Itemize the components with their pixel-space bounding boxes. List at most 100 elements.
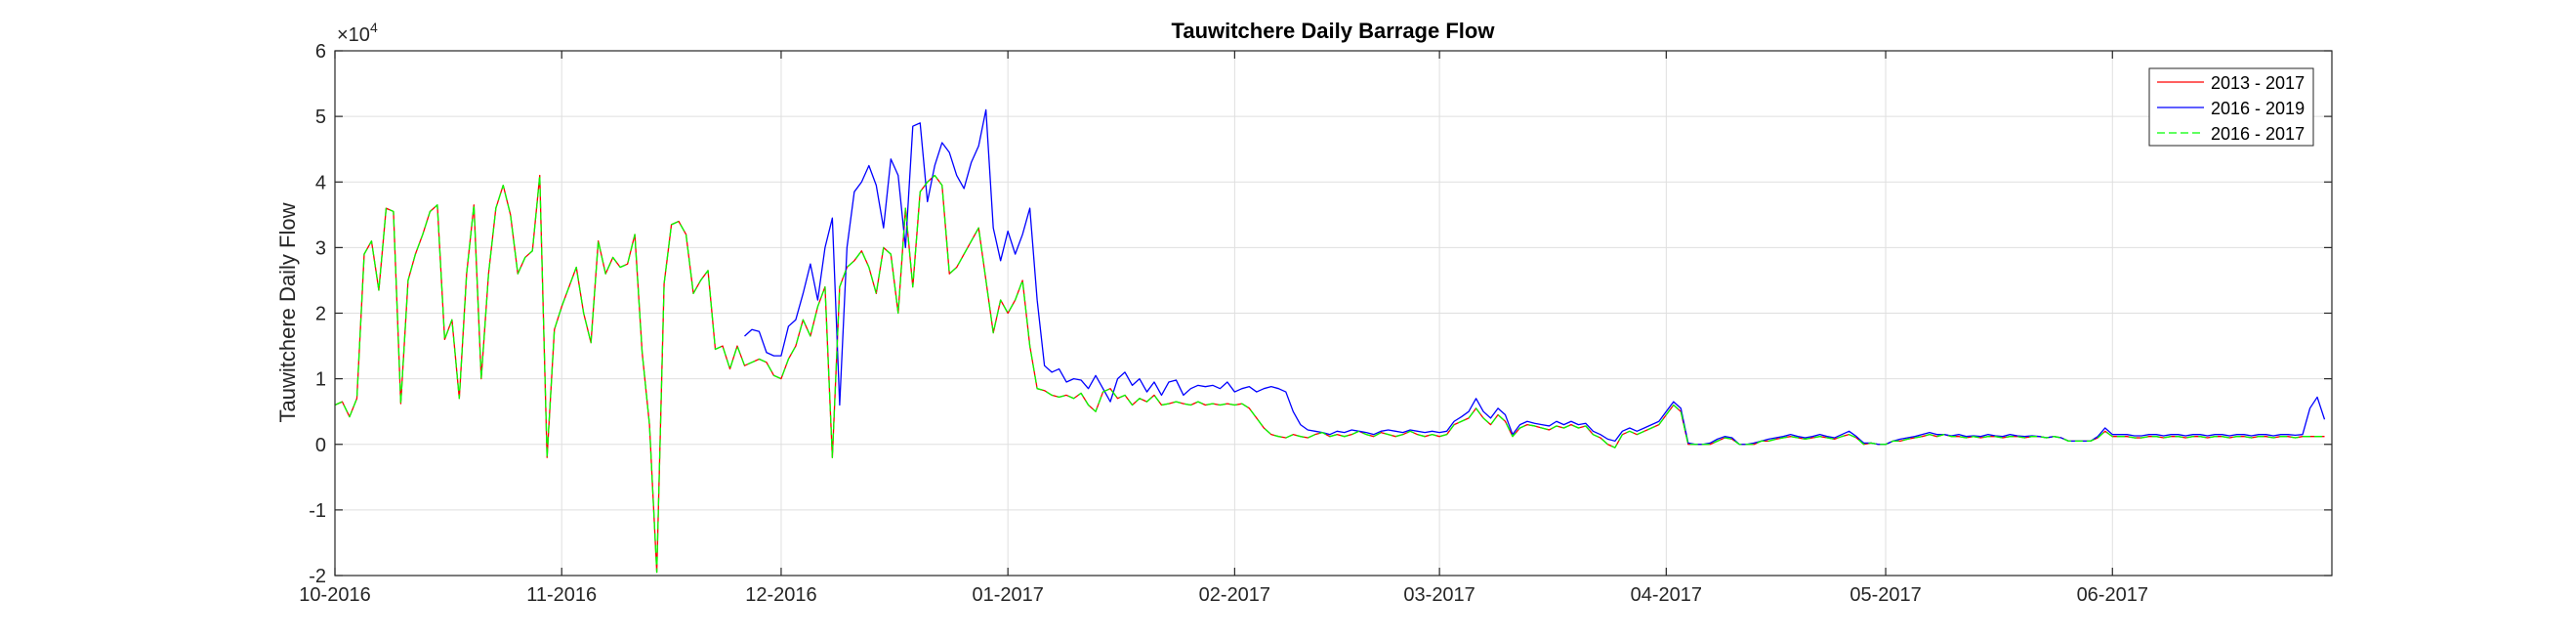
data-point-2016-2017 [1337, 434, 1338, 435]
data-point-2016-2019 [1015, 253, 1016, 254]
data-point-2016-2019 [1929, 432, 1930, 433]
data-point-2016-2017 [1073, 398, 1074, 399]
x-tick-label: 05-2017 [1849, 584, 1921, 606]
data-point-2016-2017 [436, 204, 437, 205]
data-point-2016-2017 [941, 185, 942, 186]
data-point-2016-2019 [1899, 439, 1900, 440]
data-point-2016-2019 [1197, 385, 1198, 386]
data-point-2016-2019 [1161, 395, 1162, 396]
data-point-2016-2017 [2090, 441, 2091, 442]
data-point-2016-2017 [1922, 436, 1923, 437]
data-point-2016-2017 [949, 274, 950, 275]
y-tick-label: 5 [315, 107, 326, 128]
data-point-2016-2017 [773, 375, 774, 376]
data-point-2016-2017 [1549, 429, 1550, 430]
data-point-2016-2019 [964, 188, 965, 189]
data-point-2016-2019 [1153, 381, 1154, 382]
data-point-2016-2017 [2309, 436, 2310, 437]
data-point-2016-2019 [1124, 371, 1125, 372]
data-point-2016-2017 [1256, 417, 1257, 418]
data-point-2016-2017 [1929, 434, 1930, 435]
data-point-2016-2017 [1095, 411, 1096, 412]
data-point-2016-2017 [2280, 436, 2281, 437]
data-point-2016-2019 [2200, 434, 2201, 435]
data-point-2016-2017 [1987, 436, 1988, 437]
data-point-2016-2019 [1505, 414, 1506, 415]
data-point-2016-2019 [978, 146, 979, 147]
data-point-2016-2019 [1526, 421, 1527, 422]
data-point-2016-2019 [2192, 434, 2193, 435]
data-point-2016-2017 [1417, 434, 1418, 435]
data-point-2016-2017 [1614, 448, 1615, 449]
data-point-2016-2019 [1117, 378, 1118, 379]
data-point-2016-2017 [817, 306, 818, 307]
data-point-2016-2017 [1622, 434, 1623, 435]
data-point-2016-2019 [1827, 436, 1828, 437]
data-point-2016-2019 [2119, 434, 2120, 435]
data-point-2016-2017 [539, 175, 540, 176]
data-point-2016-2017 [1322, 432, 1323, 433]
data-point-2016-2019 [1958, 434, 1959, 435]
data-point-2016-2017 [1958, 436, 1959, 437]
y-tick-label: 3 [315, 237, 326, 259]
data-point-2016-2019 [788, 325, 789, 326]
data-point-2016-2017 [1212, 404, 1213, 405]
data-point-2016-2019 [2134, 435, 2135, 436]
data-point-2016-2017 [378, 289, 379, 290]
data-point-2016-2017 [2112, 436, 2113, 437]
data-point-2016-2019 [1102, 388, 1103, 389]
data-point-2016-2017 [956, 267, 957, 268]
data-point-2016-2017 [466, 274, 467, 275]
data-point-2016-2017 [1241, 404, 1242, 405]
data-point-2016-2017 [978, 228, 979, 229]
data-point-2016-2017 [1819, 436, 1820, 437]
data-point-2016-2017 [2119, 436, 2120, 437]
data-point-2016-2019 [985, 109, 986, 110]
data-point-2016-2017 [707, 270, 708, 271]
data-point-2016-2019 [1044, 365, 1045, 366]
data-point-2016-2017 [780, 378, 781, 379]
data-point-2016-2019 [759, 331, 760, 332]
data-point-2016-2019 [2148, 434, 2149, 435]
data-point-2016-2017 [1395, 436, 1396, 437]
data-point-2016-2019 [1593, 431, 1594, 432]
data-point-2016-2019 [883, 228, 884, 229]
data-point-2016-2017 [722, 345, 723, 346]
data-point-2016-2019 [2185, 435, 2186, 436]
data-point-2016-2017 [1446, 434, 1447, 435]
data-point-2016-2019 [1673, 402, 1674, 403]
data-point-2016-2017 [1300, 436, 1301, 437]
data-point-2016-2019 [1220, 388, 1221, 389]
data-point-2016-2019 [1022, 234, 1023, 235]
data-point-2016-2017 [1856, 437, 1857, 438]
x-tick-label: 10-2016 [299, 584, 370, 606]
series-line-2016-2017 [334, 174, 2325, 574]
data-point-2016-2017 [1907, 439, 1908, 440]
data-point-2016-2019 [1234, 391, 1235, 392]
x-tick-label: 02-2017 [1199, 584, 1270, 606]
x-tick-labels: 10-2016 11-2016 12-2016 01-2017 02-2017 03-20… [299, 584, 2148, 606]
data-point-2016-2019 [1278, 388, 1279, 389]
data-point-2016-2017 [1973, 436, 1974, 437]
data-point-2016-2019 [1388, 429, 1389, 430]
data-point-2016-2019 [1754, 443, 1755, 444]
data-point-2016-2017 [1805, 439, 1806, 440]
data-point-2016-2017 [1425, 436, 1426, 437]
data-point-2016-2019 [1790, 434, 1791, 435]
data-point-2016-2019 [1381, 431, 1382, 432]
data-point-2016-2019 [2244, 434, 2245, 435]
data-point-2016-2019 [912, 126, 913, 127]
data-point-2016-2019 [897, 175, 898, 176]
data-point-2016-2019 [1856, 436, 1857, 437]
data-point-2016-2019 [1461, 416, 1462, 417]
data-point-2016-2017 [1475, 407, 1476, 408]
data-point-2016-2017 [1381, 432, 1382, 433]
data-point-2016-2019 [832, 218, 833, 219]
data-point-2016-2017 [1358, 431, 1359, 432]
data-point-2016-2017 [1951, 436, 1952, 437]
data-point-2016-2019 [1798, 436, 1799, 437]
data-point-2016-2017 [832, 457, 833, 458]
data-point-2016-2017 [2207, 437, 2208, 438]
data-point-2016-2017 [868, 267, 869, 268]
data-point-2016-2017 [1739, 444, 1740, 445]
